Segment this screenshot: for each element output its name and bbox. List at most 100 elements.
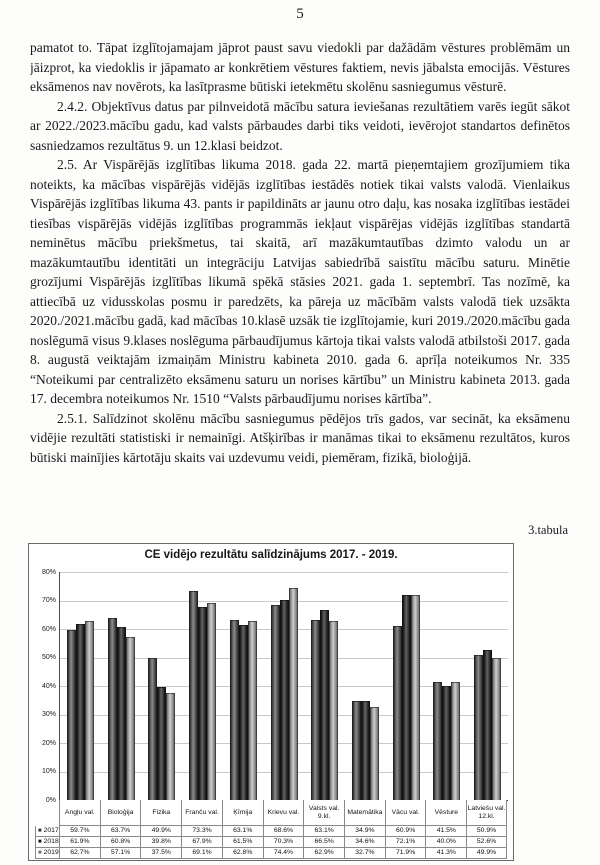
bar-2018-0: [75, 623, 85, 800]
bar-2018-10: [483, 650, 493, 800]
bar-2018-7: [360, 701, 370, 800]
y-tick-label: 10%: [41, 768, 56, 775]
table-corner-blank: [35, 800, 59, 826]
value-cell: 32.7%: [344, 848, 385, 859]
bar-2017-6: [311, 620, 321, 800]
value-cell: 49.9%: [140, 826, 182, 837]
bar-2017-3: [189, 591, 199, 800]
value-cell: 40.0%: [425, 837, 467, 848]
value-cell: 62.7%: [59, 848, 100, 859]
bar-2017-8: [392, 626, 402, 800]
bar-2017-5: [270, 604, 280, 800]
grid-line: [60, 572, 508, 573]
value-cell: 41.3%: [425, 848, 467, 859]
category-header: Latviešu val. 12.kl.: [466, 800, 507, 826]
legend-swatch-icon: ■: [38, 828, 42, 834]
value-cell: 63.1%: [221, 826, 263, 837]
y-tick-label: 60%: [41, 625, 56, 633]
value-cell: 62.9%: [303, 848, 345, 859]
bar-2018-8: [401, 594, 411, 800]
y-tick-label: 0%: [45, 796, 56, 804]
value-cell: 70.3%: [262, 837, 304, 848]
bar-2018-4: [238, 624, 248, 800]
paragraph-2-4-2: 2.4.2. Objektīvus datus par pilnveidotā …: [30, 98, 570, 153]
bar-2019-9: [451, 682, 461, 800]
value-cell: 63.1%: [303, 826, 345, 837]
y-tick-label: 30%: [41, 711, 56, 718]
bar-2017-10: [474, 654, 484, 800]
bar-2018-9: [442, 686, 452, 800]
value-cell: 62.8%: [221, 848, 263, 859]
value-cell: 72.1%: [384, 837, 426, 848]
y-tick-label: 20%: [41, 739, 56, 747]
value-cell: 34.9%: [344, 826, 385, 837]
exam-results-chart: CE vidējo rezultātu salīdzinājums 2017. …: [28, 543, 514, 861]
value-cell: 69.1%: [181, 848, 222, 859]
category-header: Matemātika: [344, 800, 385, 826]
category-header: Krievu val.: [262, 800, 304, 826]
y-tick-label: 40%: [41, 682, 56, 690]
value-cell: 34.6%: [344, 837, 385, 848]
table-caption: 3.tabula: [528, 523, 568, 537]
y-tick-label: 80%: [41, 568, 56, 576]
bar-2017-9: [433, 681, 443, 800]
bar-2019-6: [329, 620, 339, 800]
legend-swatch-icon: ■: [38, 839, 42, 845]
y-tick-label: 70%: [41, 597, 56, 604]
value-cell: 39.8%: [140, 837, 182, 848]
category-header: Bioloģija: [99, 800, 141, 826]
category-header: Fizika: [140, 800, 182, 826]
bar-2019-2: [166, 693, 176, 800]
legend-swatch-icon: ■: [38, 850, 42, 856]
bar-2019-7: [369, 706, 379, 800]
value-cell: 73.3%: [181, 826, 222, 837]
category-header: Angļu val.: [59, 800, 100, 826]
bar-2017-4: [229, 620, 239, 800]
chart-plot-area: [59, 572, 508, 801]
category-header: Valsts val. 9.kl.: [303, 800, 345, 826]
bar-2018-1: [116, 626, 126, 800]
page-number: 5: [296, 6, 304, 22]
value-cell: 57.1%: [99, 848, 141, 859]
y-tick-label: 50%: [41, 654, 56, 661]
value-cell: 49.9%: [466, 848, 507, 859]
category-header: Franču val.: [181, 800, 222, 826]
value-cell: 66.5%: [303, 837, 345, 848]
value-cell: 61.5%: [221, 837, 263, 848]
paragraph-2-5: 2.5. Ar Vispārējās izglītības likuma 201…: [30, 157, 570, 406]
bar-2017-0: [66, 629, 76, 800]
value-cell: 52.6%: [466, 837, 507, 848]
bar-2019-5: [288, 587, 298, 800]
category-header: Ķīmija: [221, 800, 263, 826]
bar-2018-5: [279, 599, 289, 800]
chart-title: CE vidējo rezultātu salīdzinājums 2017. …: [144, 549, 398, 561]
bar-2018-3: [198, 606, 208, 800]
value-cell: 67.9%: [181, 837, 222, 848]
value-cell: 59.7%: [59, 826, 100, 837]
value-cell: 61.9%: [59, 837, 100, 848]
bar-2019-1: [125, 637, 135, 800]
value-cell: 74.4%: [262, 848, 304, 859]
bar-2019-8: [410, 595, 420, 800]
bar-2018-6: [320, 610, 330, 800]
bar-2017-1: [107, 618, 117, 800]
chart-data-table: Angļu val. Bioloģija Fizika Franču val. Ķīmi…: [35, 800, 507, 859]
paragraph-2-5-1: 2.5.1. Salīdzinot skolēnu mācību sasnieg…: [30, 410, 570, 465]
bar-2019-4: [247, 621, 257, 800]
bar-2017-7: [351, 700, 361, 800]
bar-2018-2: [157, 686, 167, 800]
legend-year-label: 2018: [43, 838, 59, 846]
value-cell: 41.5%: [425, 826, 467, 837]
legend-cell-2019: ■ 2019: [35, 848, 59, 859]
value-cell: 71.9%: [384, 848, 426, 859]
bar-2019-3: [207, 603, 217, 800]
category-header: Vācu val.: [384, 800, 426, 826]
bar-2019-0: [84, 621, 94, 800]
legend-year-label: 2017: [43, 827, 59, 835]
category-header: Vēsture: [425, 800, 467, 826]
value-cell: 37.5%: [140, 848, 182, 859]
paragraph-continuation: pamatot to. Tāpat izglītojamajam jāprot …: [30, 40, 570, 94]
legend-cell-2017: ■ 2017: [35, 826, 59, 837]
value-cell: 60.8%: [99, 837, 141, 848]
bar-2017-2: [148, 657, 158, 800]
